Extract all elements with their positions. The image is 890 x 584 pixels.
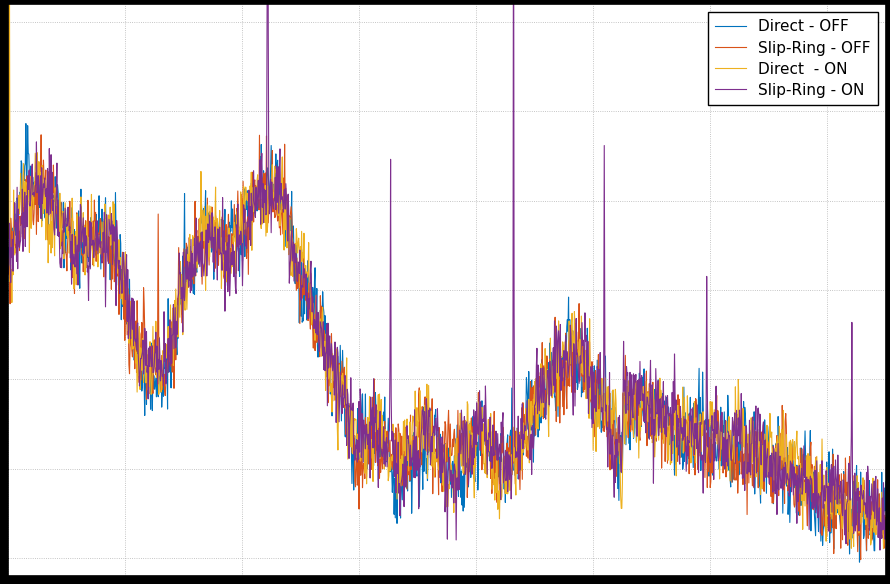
Direct - OFF [409, 433, 420, 440]
Slip-Ring - OFF [880, 515, 890, 522]
Slip-Ring - OFF [376, 443, 386, 450]
Direct - OFF [394, 452, 405, 459]
Slip-Ring - ON [376, 446, 386, 453]
Direct - OFF [880, 478, 890, 485]
Line: Direct - OFF: Direct - OFF [8, 124, 886, 562]
Direct  - ON [107, 251, 117, 258]
Direct - OFF [20, 120, 31, 127]
Slip-Ring - OFF [107, 276, 117, 283]
Direct  - ON [376, 396, 386, 403]
Direct - OFF [3, 257, 13, 264]
Direct  - ON [878, 545, 889, 552]
Slip-Ring - ON [71, 252, 82, 259]
Legend: Direct - OFF, Slip-Ring - OFF, Direct  - ON, Slip-Ring - ON: Direct - OFF, Slip-Ring - OFF, Direct - … [708, 12, 878, 106]
Direct - OFF [71, 231, 82, 238]
Slip-Ring - OFF [36, 131, 46, 138]
Slip-Ring - ON [875, 547, 886, 554]
Slip-Ring - OFF [3, 256, 13, 263]
Line: Slip-Ring - ON: Slip-Ring - ON [8, 0, 886, 550]
Line: Direct  - ON: Direct - ON [8, 0, 886, 548]
Direct  - ON [880, 521, 890, 528]
Slip-Ring - OFF [394, 451, 405, 458]
Slip-Ring - ON [107, 221, 117, 228]
Slip-Ring - ON [409, 474, 420, 481]
Slip-Ring - OFF [855, 556, 866, 563]
Slip-Ring - ON [3, 271, 13, 278]
Direct  - ON [503, 482, 514, 489]
Direct - OFF [376, 437, 386, 444]
Direct  - ON [3, 235, 13, 242]
Direct - OFF [107, 231, 117, 238]
Direct - OFF [503, 464, 514, 471]
Direct  - ON [71, 211, 82, 218]
Slip-Ring - ON [880, 536, 890, 543]
Slip-Ring - ON [394, 480, 405, 487]
Slip-Ring - OFF [503, 478, 514, 485]
Slip-Ring - OFF [409, 466, 420, 473]
Slip-Ring - ON [503, 467, 514, 474]
Direct  - ON [394, 443, 405, 450]
Direct - OFF [854, 559, 865, 566]
Direct  - ON [409, 388, 420, 395]
Slip-Ring - OFF [71, 209, 82, 216]
Line: Slip-Ring - OFF: Slip-Ring - OFF [8, 135, 886, 559]
